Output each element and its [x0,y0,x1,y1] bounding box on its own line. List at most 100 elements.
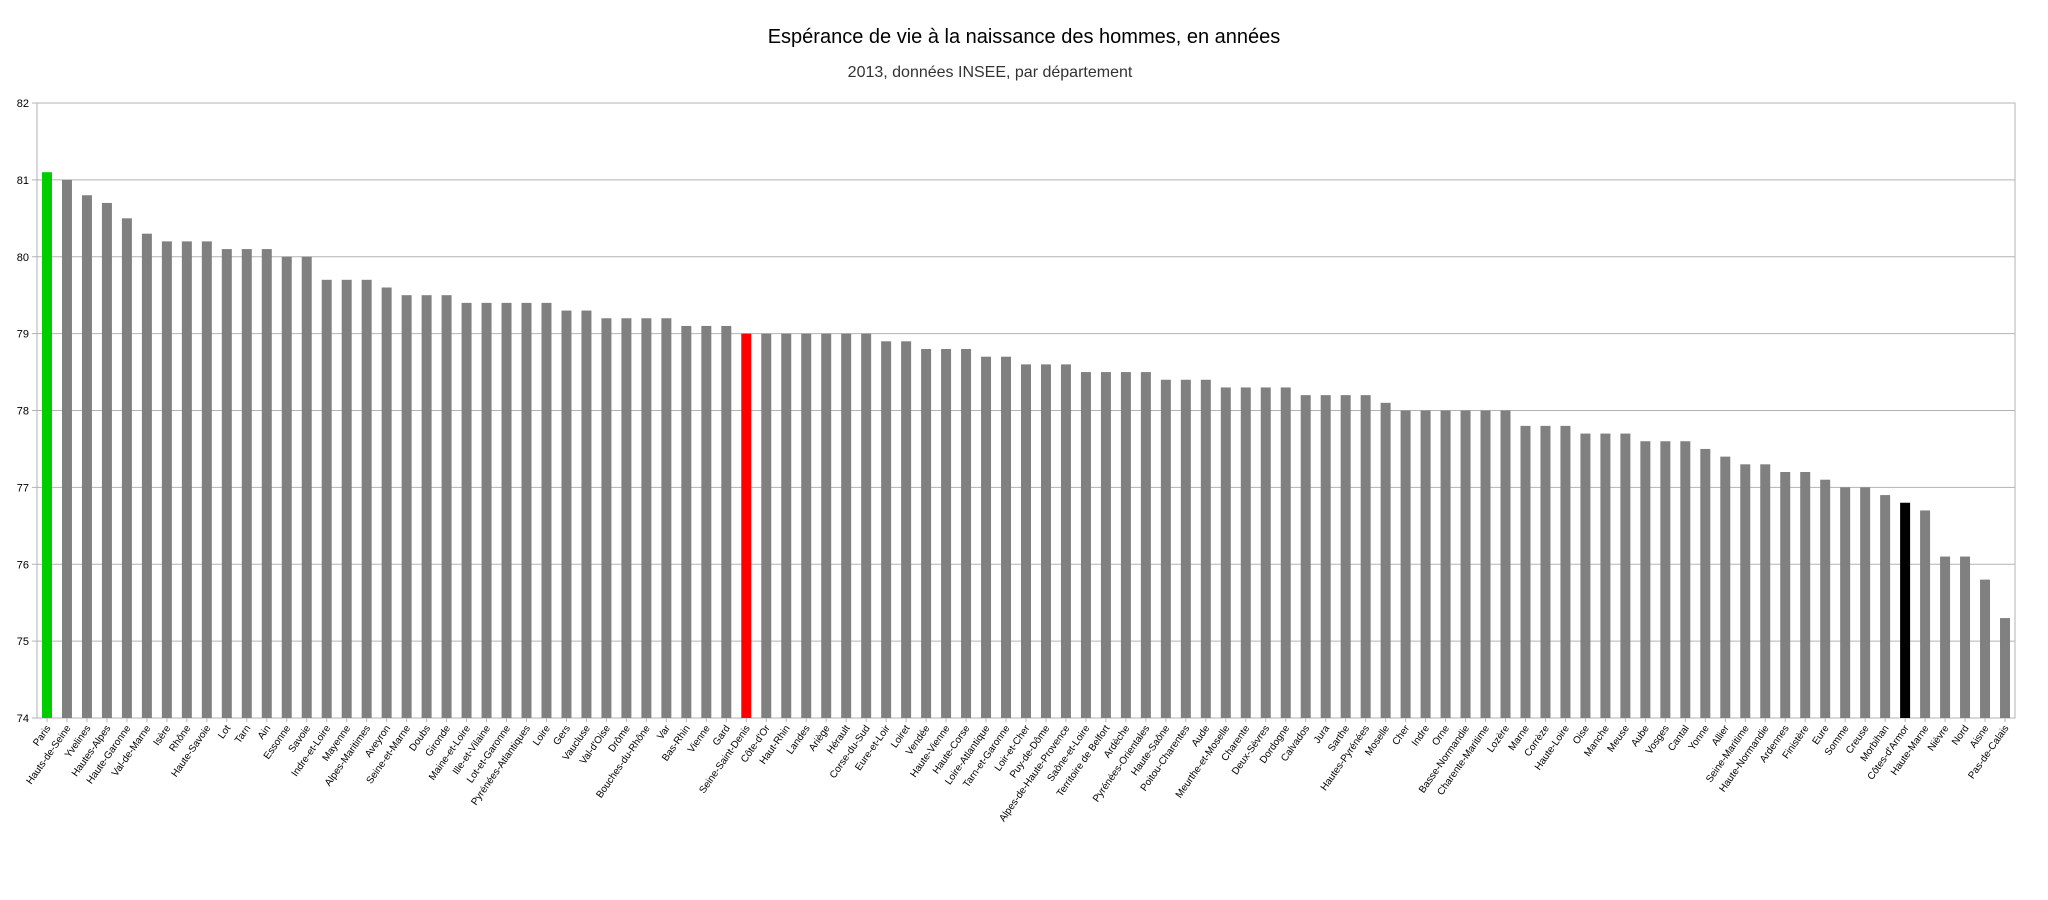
bar-loz-re [1500,410,1511,718]
bar-doubs [421,295,432,718]
bar-eure [1820,479,1831,718]
bar-pyr-n-es-atlantiques [521,302,532,718]
bar-haute-corse [961,349,972,718]
bar-haute-loire [1560,425,1571,718]
bar-haute-sa-ne [1160,379,1171,718]
x-tick-label: Meuse [1606,723,1632,754]
bar-maine-et-loire [461,302,472,718]
bar-deux-s-vres [1260,387,1271,718]
bar-somme [1840,487,1851,718]
bar-ille-et-vilaine [481,302,492,718]
bar-manche [1600,433,1611,718]
x-axis: ParisHauts-de-SeineYvelinesHautes-AlpesH… [25,718,2011,824]
bar-hauts-de-seine [61,179,72,718]
bar-corr-ze [1540,425,1551,718]
bar-essonne [281,256,292,718]
bar-vaucluse [581,310,592,718]
bar-c-te-d-or [761,333,772,718]
bar-tarn [241,249,252,718]
bar-bouches-du-rh-ne [641,318,652,718]
bar-vend-e [921,349,932,718]
bar-finist-re [1800,472,1811,718]
bar-haute-savoie [201,241,212,718]
bar-lot-et-garonne [501,302,512,718]
bar-bas-rhin [681,325,692,718]
bar-aveyron [381,287,392,718]
bar-seine-et-marne [401,295,412,718]
bar-tarn-et-garonne [1001,356,1012,718]
bar-loire [541,302,552,718]
bar-ard-che [1120,372,1131,718]
bar-yonne [1700,448,1711,718]
bar-pas-de-calais [2000,618,2011,718]
bar-val-d-oise [601,318,612,718]
bar-ari-ge [821,333,832,718]
bar-ain [261,249,272,718]
bar-haute-normandie [1760,464,1771,718]
bar-mayenne [341,279,352,718]
bars [41,172,2011,718]
x-tick-label: Lozère [1485,723,1512,755]
bar-eure-et-loir [881,341,892,718]
x-tick-label: Var [655,723,673,742]
y-tick-label: 82 [17,98,29,110]
bar-basse-normandie [1460,410,1471,718]
x-tick-label: Tarn [233,723,253,745]
bar-savoie [301,256,312,718]
bar-creuse [1860,487,1871,718]
bar-var [661,318,672,718]
x-tick-label: Indre [1410,723,1432,748]
bar-meuse [1620,433,1631,718]
bar-morbihan [1880,495,1891,718]
y-tick-label: 76 [17,559,29,571]
bar-poitou-charentes [1180,379,1191,718]
bar-oise [1580,433,1591,718]
bar-territoire-de-belfort [1100,372,1111,718]
bar-pyr-n-es-orientales [1140,372,1151,718]
bar-indre-et-loire [321,279,332,718]
bar-aube [1640,441,1651,718]
x-tick-label: Lot [216,723,233,741]
y-tick-label: 81 [17,175,29,187]
bar-alpes-de-haute-provence [1060,364,1071,718]
bar-paris [41,172,52,718]
x-tick-label: Cher [1391,723,1413,748]
bar-cher [1400,410,1411,718]
bar-haute-garonne [121,218,132,718]
bar-moselle [1380,402,1391,718]
bar-gironde [441,295,452,718]
bar-c-tes-d-armor [1900,502,1911,718]
bar-ni-vre [1940,556,1951,718]
bar-alpes-maritimes [361,279,372,718]
y-tick-label: 78 [17,406,29,418]
bar-calvados [1300,395,1311,718]
x-tick-label: Cantal [1666,723,1692,753]
y-axis: 74 75 76 77 78 79 80 81 82 [17,98,37,725]
bar-sa-ne-et-loire [1080,372,1091,718]
chart-title: Espérance de vie à la naissance des homm… [767,26,1281,48]
y-tick-label: 75 [17,636,29,648]
bar-seine-maritime [1740,464,1751,718]
bar-meurthe-et-moselle [1220,387,1231,718]
y-tick-label: 79 [17,329,29,341]
bar-haute-marne [1920,510,1931,718]
bar-dordogne [1280,387,1291,718]
bar-vienne [701,325,712,718]
bar-dr-me [621,318,632,718]
bar-hautes-alpes [101,202,112,718]
bar-h-rault [841,333,852,718]
bar-aude [1200,379,1211,718]
bar-is-re [161,241,172,718]
bar-charente-maritime [1480,410,1491,718]
bar-lot [221,249,232,718]
bar-indre [1420,410,1431,718]
y-tick-label: 74 [17,713,29,725]
bar-rh-ne [181,241,192,718]
bar-puy-de-d-me [1040,364,1051,718]
x-tick-label: Loire [531,723,553,748]
bar-orne [1440,410,1451,718]
bar-landes [801,333,812,718]
x-tick-label: Ain [256,723,273,741]
y-tick-label: 80 [17,252,29,264]
